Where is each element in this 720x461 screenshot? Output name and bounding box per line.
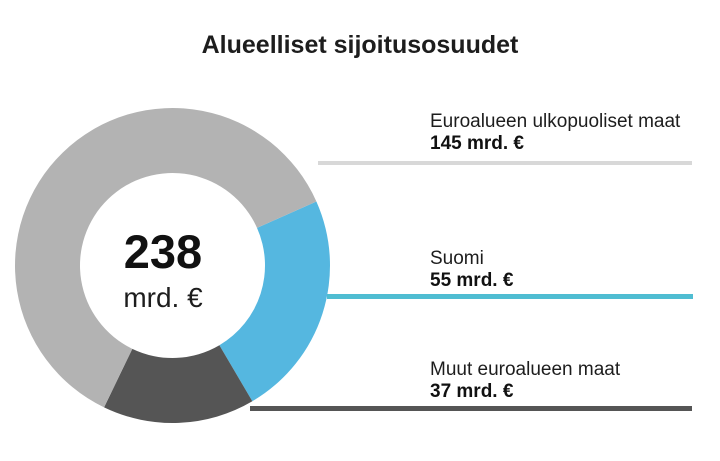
legend-value: 145 mrd. € — [430, 133, 524, 154]
donut-segment-0 — [15, 108, 317, 408]
donut-total-value: 238 — [123, 225, 203, 278]
legend-label: Suomi — [430, 248, 484, 269]
chart-title: Alueelliset sijoitusosuudet — [201, 31, 519, 59]
donut-center-label: 238 mrd. € — [83, 228, 243, 312]
leader-line-non-euro — [318, 161, 692, 165]
leader-line-other-euro — [250, 406, 692, 411]
legend-value: 37 mrd. € — [430, 381, 514, 402]
legend-label: Euroalueen ulkopuoliset maat — [430, 111, 681, 132]
donut-segment-2 — [104, 345, 253, 424]
donut-total-unit: mrd. € — [123, 282, 203, 313]
donut-segment-1 — [219, 201, 331, 402]
legend-item-non-euro: Euroalueen ulkopuoliset maat 145 mrd. € — [430, 111, 710, 155]
leader-line-suomi — [327, 294, 693, 299]
legend-item-suomi: Suomi 55 mrd. € — [430, 248, 710, 292]
legend-item-other-euro: Muut euroalueen maat 37 mrd. € — [430, 359, 710, 403]
legend-value: 55 mrd. € — [430, 270, 514, 291]
legend-label: Muut euroalueen maat — [430, 359, 621, 380]
